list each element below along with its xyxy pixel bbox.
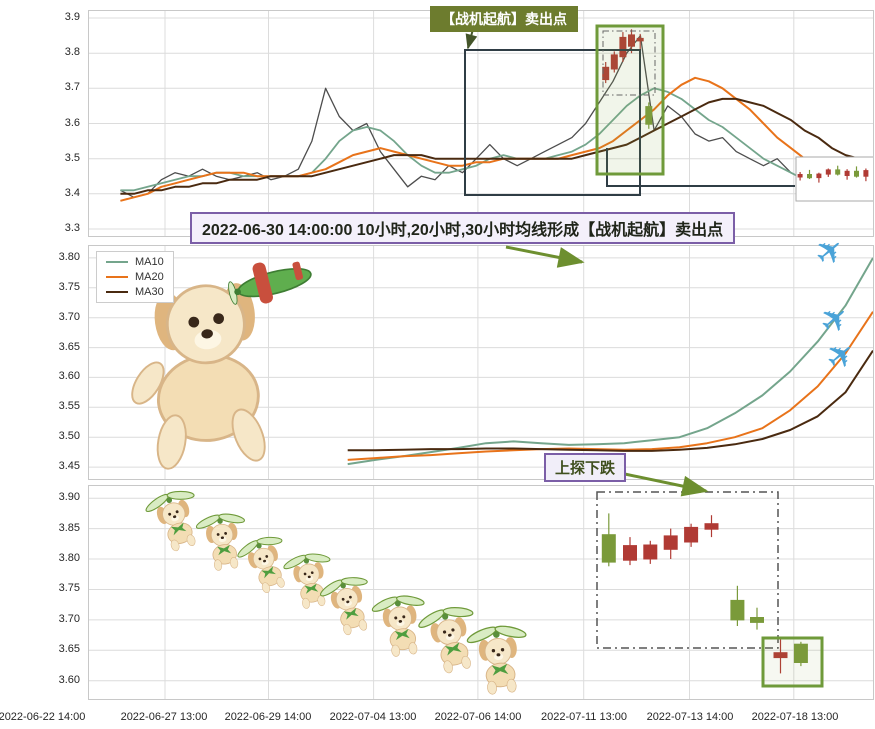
candle-body [704,523,719,530]
candle-body [750,617,764,623]
candle-body [636,37,644,42]
sell-point-annotation: 【战机起航】卖出点 [430,6,578,32]
top-plot-svg [89,11,875,236]
candle-body [623,545,637,561]
candle-body [610,54,618,70]
y-tick-label: 3.75 [58,280,80,293]
x-tick-label: 2022-07-13 14:00 [646,711,734,723]
candle-body [863,170,869,177]
series-ma10 [120,87,874,192]
probe-drop-annotation: 上探下跌 [544,453,627,482]
legend-item-ma20: MA20 [106,271,164,283]
candle-body [844,170,850,177]
y-tick-label: 3.70 [58,310,80,323]
inset-thumbnail-box [795,156,875,202]
y-tick-label: 3.75 [58,582,80,595]
y-tick-label: 3.3 [64,221,80,234]
y-tick-label: 3.60 [58,673,80,686]
legend-swatch-icon [106,276,128,278]
y-tick-label: 3.65 [58,643,80,656]
x-tick-label: 2022-07-06 14:00 [434,711,522,723]
series-ma20 [120,76,874,202]
candle-body [854,170,859,177]
series-ma20 [347,311,874,461]
panel-top-price-chart [88,10,875,237]
y-tick-label: 3.90 [58,491,80,504]
y-tick-label: 3.65 [58,340,80,353]
y-tick-label: 3.50 [58,430,80,443]
series-ma30 [120,97,874,195]
candle-body [773,652,788,659]
x-tick-label: 2022-07-18 13:00 [751,711,839,723]
candle-body [797,174,803,178]
y-tick-label: 3.60 [58,370,80,383]
series-ma10 [347,257,874,466]
middle-plot-svg [89,246,874,479]
candle-body [835,169,841,175]
legend-label: MA30 [135,286,164,298]
candle-body [645,106,653,125]
legend: MA10 MA20 MA30 [96,251,174,303]
y-tick-label: 3.80 [58,250,80,263]
y-tick-label: 3.80 [58,552,80,565]
candle-body [628,34,635,47]
signal-banner: 2022-06-30 14:00:00 10小时,20小时,30小时均线形成【战… [190,212,736,244]
panel-bottom-candle-chart [88,485,874,700]
candle-body [663,535,678,550]
legend-swatch-icon [106,291,128,293]
panel-middle-ma-chart [88,245,874,480]
candle-body [816,173,822,179]
candle-body [619,36,627,58]
candle-body [643,544,658,560]
y-tick-label: 3.55 [58,400,80,413]
x-tick-label: 2022-07-04 13:00 [329,711,417,723]
legend-swatch-icon [106,261,128,263]
candle-body [601,534,616,563]
x-tick-label: 2022-06-22 14:00 [0,711,86,723]
y-tick-label: 3.5 [64,151,80,164]
legend-label: MA20 [135,271,164,283]
y-tick-label: 3.9 [64,11,80,24]
y-tick-label: 3.70 [58,612,80,625]
candle-body [793,643,808,663]
series-ma30 [347,350,874,452]
candle-body [825,169,831,175]
candle-body [807,174,812,179]
bottom-plot-svg [89,486,873,699]
candle-body [730,599,745,621]
y-tick-label: 3.8 [64,46,80,59]
candle-body [684,526,699,543]
y-tick-label: 3.4 [64,186,80,199]
y-tick-label: 3.7 [64,81,80,94]
x-tick-label: 2022-06-29 14:00 [224,711,312,723]
y-tick-label: 3.85 [58,521,80,534]
y-tick-label: 3.45 [58,460,80,473]
x-tick-label: 2022-06-27 13:00 [120,711,208,723]
legend-item-ma30: MA30 [106,286,164,298]
legend-label: MA10 [135,256,164,268]
y-tick-label: 3.6 [64,116,80,129]
legend-item-ma10: MA10 [106,256,164,268]
candle-body [602,66,610,81]
x-tick-label: 2022-07-11 13:00 [540,711,628,723]
